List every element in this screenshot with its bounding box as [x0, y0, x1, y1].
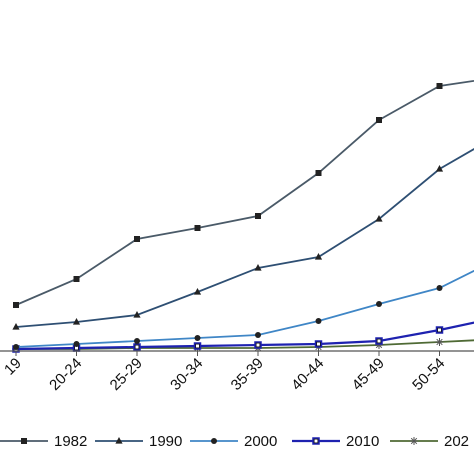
x-tick-label: 25-29: [107, 355, 146, 394]
x-tick-label: 30-34: [167, 355, 206, 394]
legend-item-2020: 202: [390, 433, 469, 450]
series-line-2000: [15, 269, 474, 348]
legend-label: 2010: [346, 433, 379, 450]
legend-item-2010: 2010: [292, 433, 379, 450]
legend-marker: [312, 437, 320, 445]
legend: 1982 1990 2000 2010 202: [0, 433, 469, 450]
legend-item-1982: 1982: [0, 433, 87, 450]
series-line-1982: [15, 79, 474, 306]
x-tick-label: 50-54: [409, 355, 448, 394]
data-point-1982-40-44: [315, 170, 322, 176]
data-point-1982-20-24: [73, 276, 80, 282]
legend-marker: [115, 437, 123, 444]
data-point-1990-40-44: [314, 253, 323, 260]
series-1990: [12, 148, 474, 330]
series-2010: [12, 321, 474, 353]
series-1982: [13, 79, 474, 308]
legend-label: 1982: [54, 433, 87, 450]
series-2000: [13, 269, 474, 350]
x-tick-label: 40-44: [288, 355, 327, 394]
data-point-1982-15-19: [13, 302, 19, 308]
data-point-1982-45-49: [376, 117, 382, 123]
data-point-2000-45-49: [376, 301, 382, 307]
data-point-2010-40-44: [314, 340, 323, 348]
data-point-2010-25-29: [133, 343, 141, 351]
series-line-1990: [15, 148, 474, 328]
legend-label: 1990: [149, 433, 182, 450]
data-point-1990-30-34: [193, 288, 202, 295]
legend-marker: [211, 438, 217, 444]
legend-marker: [410, 437, 418, 445]
data-point-2000-35-39: [255, 332, 261, 338]
data-point-1990-15-19: [12, 323, 20, 330]
data-point-1990-35-39: [254, 264, 262, 271]
data-point-2000-40-44: [315, 318, 322, 324]
data-point-2000-25-29: [134, 338, 140, 344]
data-point-2000-30-34: [194, 335, 201, 341]
data-point-1982-50-54: [436, 83, 443, 89]
x-tick-label: 35-39: [228, 355, 267, 394]
data-point-2000-50-54: [436, 285, 443, 291]
data-point-2000-15-19: [13, 344, 19, 350]
legend-label: 202: [444, 433, 469, 450]
data-point-2010-30-34: [193, 342, 202, 350]
data-point-2010-35-39: [254, 341, 262, 349]
data-point-1982-25-29: [134, 236, 140, 242]
data-point-2010-50-54: [435, 326, 444, 334]
legend-label: 2000: [244, 433, 277, 450]
data-point-2010-45-49: [375, 337, 383, 345]
x-tick-label: 19: [1, 355, 25, 379]
data-point-1990-50-54: [435, 165, 444, 172]
legend-item-1990: 1990: [95, 433, 182, 450]
data-point-2020-50-54: [435, 338, 444, 346]
data-point-1982-30-34: [194, 225, 201, 231]
legend-marker: [21, 438, 27, 444]
data-point-1982-35-39: [255, 213, 261, 219]
data-point-1990-45-49: [375, 215, 383, 222]
x-tick-label: 45-49: [349, 355, 388, 394]
data-point-1990-20-24: [72, 318, 81, 325]
data-point-1990-25-29: [133, 311, 141, 318]
series-layer: [12, 79, 474, 353]
x-tick-label: 20-24: [46, 355, 85, 394]
data-point-2000-20-24: [73, 341, 80, 347]
legend-item-2000: 2000: [190, 433, 277, 450]
